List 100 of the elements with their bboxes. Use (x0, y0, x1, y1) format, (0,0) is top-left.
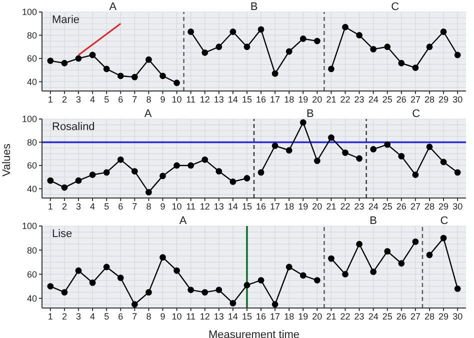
x-tick-label: 1 (48, 94, 53, 104)
point (117, 72, 124, 80)
point (342, 24, 348, 30)
point (160, 172, 166, 180)
point (328, 134, 334, 141)
x-tick-label: 21 (326, 311, 336, 322)
point (146, 56, 152, 63)
point (117, 156, 124, 163)
point (342, 271, 348, 278)
x-tick-label: 16 (256, 201, 266, 212)
point (202, 156, 208, 163)
x-tick-label: 4 (90, 94, 96, 104)
point (216, 44, 222, 50)
point (61, 60, 68, 66)
annotation: A (144, 108, 152, 120)
point (412, 172, 419, 178)
point (300, 272, 306, 279)
x-tick-label: 3 (76, 94, 82, 104)
x-tick-label: 23 (354, 311, 364, 322)
x-tick-label: 25 (382, 311, 392, 322)
x-tick-label: 29 (438, 311, 449, 322)
x-tick-label: 24 (368, 94, 378, 104)
y-axis-title: Values (0, 143, 13, 176)
x-tick-label: 1 (48, 201, 53, 212)
x-tick-label: 14 (228, 201, 238, 212)
point (244, 175, 250, 182)
y-tick-label: 60 (26, 160, 37, 171)
x-tick-label: 22 (340, 94, 350, 104)
x-tick-label: 19 (298, 311, 308, 322)
x-tick-label: 10 (172, 94, 182, 104)
x-tick-label: 28 (424, 201, 435, 212)
x-tick-label: 11 (186, 201, 196, 212)
annotation: B (250, 1, 258, 13)
point (244, 44, 250, 50)
x-tick-label: 15 (242, 311, 252, 322)
y-tick-label: 60 (26, 54, 37, 64)
x-tick-label: 14 (228, 311, 238, 322)
point (454, 286, 461, 292)
point (398, 60, 405, 66)
x-tick-label: 16 (256, 94, 266, 104)
point (356, 32, 362, 38)
annotation: B (370, 215, 378, 227)
point (131, 301, 138, 308)
x-tick-label: 1 (48, 311, 53, 322)
y-tick-label: 100 (22, 7, 37, 18)
x-tick-label: 20 (312, 311, 322, 322)
point (89, 172, 96, 178)
point (89, 52, 96, 58)
annotation: C (412, 108, 420, 120)
x-tick-label: 27 (410, 311, 420, 322)
point (174, 162, 180, 169)
point (370, 268, 377, 276)
x-tick-label: 13 (214, 201, 224, 212)
point (328, 255, 334, 262)
x-tick-label: 24 (368, 201, 378, 212)
x-tick-label: 23 (354, 201, 364, 212)
x-tick-label: 23 (354, 94, 364, 104)
point (188, 286, 194, 294)
x-tick-label: 27 (410, 201, 420, 212)
x-tick-label: 26 (396, 311, 406, 322)
x-tick-label: 5 (104, 201, 110, 212)
point (342, 149, 348, 156)
x-tick-label: 26 (396, 201, 406, 212)
point (47, 58, 54, 64)
x-tick-label: 3 (76, 311, 82, 322)
point (286, 147, 292, 154)
x-tick-label: 17 (270, 201, 280, 212)
x-tick-label: 3 (76, 201, 82, 212)
point (131, 168, 138, 174)
x-tick-label: 24 (368, 311, 378, 322)
x-tick-label: 28 (424, 94, 435, 104)
point (202, 49, 208, 56)
chart-title: Lise (52, 228, 72, 240)
point (398, 152, 405, 160)
point (146, 289, 152, 296)
x-tick-label: 30 (452, 201, 463, 212)
annotation: C (391, 1, 400, 13)
point (160, 72, 166, 80)
x-tick-label: 12 (200, 201, 210, 212)
point (314, 158, 320, 164)
point (370, 146, 377, 152)
x-tick-label: 7 (132, 94, 138, 104)
x-tick-label: 10 (172, 311, 182, 322)
point (188, 28, 194, 35)
y-tick-label: 100 (22, 221, 37, 232)
point (426, 44, 433, 50)
point (384, 44, 391, 50)
point (384, 141, 391, 148)
point (286, 48, 292, 55)
x-tick-label: 17 (270, 311, 280, 322)
point (426, 252, 433, 258)
point (103, 264, 110, 270)
x-tick-label: 5 (104, 94, 110, 104)
x-tick-label: 25 (382, 201, 392, 212)
point (426, 144, 433, 150)
x-tick-label: 2 (62, 311, 67, 322)
x-tick-label: 7 (132, 311, 138, 322)
x-tick-label: 12 (200, 311, 210, 322)
x-tick-label: 10 (172, 201, 182, 212)
x-tick-label: 4 (90, 201, 96, 212)
